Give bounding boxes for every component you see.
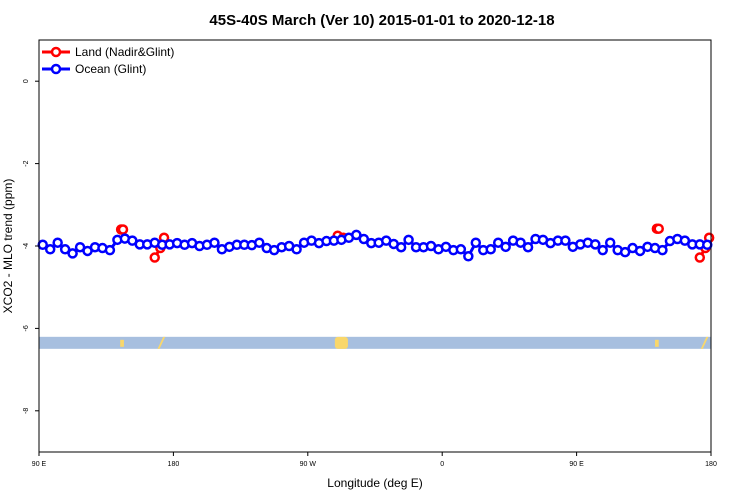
ocean-point [522,241,534,253]
ocean-point [67,248,78,259]
x-axis: 90 E 180 90 W 0 90 E 180 [32,452,717,468]
x-tick-label: 90 E [569,461,584,468]
ocean-point [291,244,302,255]
x-tick-label: 0 [440,461,444,468]
ocean-point [604,237,616,248]
land-mark [157,336,166,349]
chart-title: 45S-40S March (Ver 10) 2015-01-01 to 202… [209,12,554,29]
legend-ocean-marker [50,63,62,75]
legend-land-label: Land (Nadir&Glint) [75,45,174,59]
ocean-point [44,244,56,255]
ocean-point [590,239,601,250]
y-tick-label: -6 [23,325,30,331]
y-tick-label: -4 [23,243,30,249]
ocean-point [351,229,362,241]
x-axis-title: Longitude (deg E) [327,476,422,490]
land-mark [120,339,124,347]
y-tick-label: 0 [23,79,30,83]
legend-ocean-label: Ocean (Glint) [75,62,146,76]
legend-land-marker [50,46,62,58]
land-point [694,252,706,263]
ocean-point [702,239,713,251]
ocean-point [657,244,668,256]
land-point [653,223,664,234]
land-point [149,252,160,263]
ocean-point [254,237,265,248]
ocean-point [403,234,414,246]
ocean-point [395,241,407,253]
ocean-point [470,237,482,248]
land-ocean-band [39,336,711,349]
x-tick-label: 180 [705,461,717,468]
ocean-point [515,237,526,248]
ocean-point [358,233,370,245]
ocean-point [500,241,511,253]
land-mark [700,336,709,349]
ocean-band [39,336,711,349]
ocean-series [37,229,713,262]
ocean-point [619,246,631,258]
ocean-point [104,244,116,256]
land-point [117,224,129,235]
ocean-point [597,244,608,256]
land-mark [334,336,348,349]
ocean-point [59,244,71,255]
ocean-point [455,244,467,255]
ocean-point [209,237,220,248]
legend: Land (Nadir&Glint) Ocean (Glint) [42,45,174,76]
x-tick-label: 180 [168,461,180,468]
ocean-point [634,245,646,257]
ocean-point [463,251,474,262]
ocean-point [52,237,63,248]
ocean-point [485,244,496,255]
land-mark [655,339,659,347]
y-tick-label: -2 [23,160,30,166]
x-tick-label: 90 E [32,461,47,468]
x-tick-label: 90 W [300,461,317,468]
y-axis-title: XCO2 - MLO trend (ppm) [1,179,15,314]
y-tick-label: -8 [23,408,30,414]
y-axis: 0 -2 -4 -6 -8 [23,79,39,414]
ocean-point [492,237,504,248]
ocean-point [560,235,571,246]
